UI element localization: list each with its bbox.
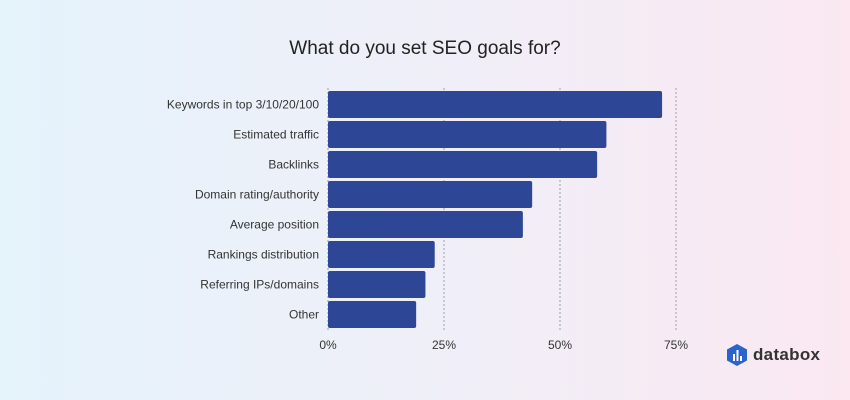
x-tick-label: 25% bbox=[432, 338, 456, 352]
databox-logo-icon bbox=[727, 344, 747, 366]
databox-logo-text: databox bbox=[753, 345, 821, 364]
category-label: Rankings distribution bbox=[208, 248, 319, 262]
x-tick-label: 0% bbox=[319, 338, 337, 352]
category-label: Backlinks bbox=[268, 158, 319, 172]
bar bbox=[328, 241, 435, 268]
bar bbox=[328, 181, 533, 208]
category-label: Domain rating/authority bbox=[195, 188, 319, 202]
category-label: Referring IPs/domains bbox=[200, 278, 319, 292]
x-tick-label: 50% bbox=[548, 338, 572, 352]
category-label: Other bbox=[289, 308, 319, 322]
bar bbox=[328, 91, 663, 118]
x-tick-label: 75% bbox=[664, 338, 688, 352]
chart-title: What do you set SEO goals for? bbox=[289, 38, 561, 59]
bar bbox=[328, 271, 426, 298]
category-label: Keywords in top 3/10/20/100 bbox=[167, 98, 319, 112]
category-label: Average position bbox=[230, 218, 319, 232]
bar bbox=[328, 121, 607, 148]
databox-logo: databox bbox=[727, 344, 820, 366]
bar bbox=[328, 151, 598, 178]
bar bbox=[328, 211, 523, 238]
bar bbox=[328, 301, 417, 328]
category-label: Estimated traffic bbox=[233, 128, 319, 142]
